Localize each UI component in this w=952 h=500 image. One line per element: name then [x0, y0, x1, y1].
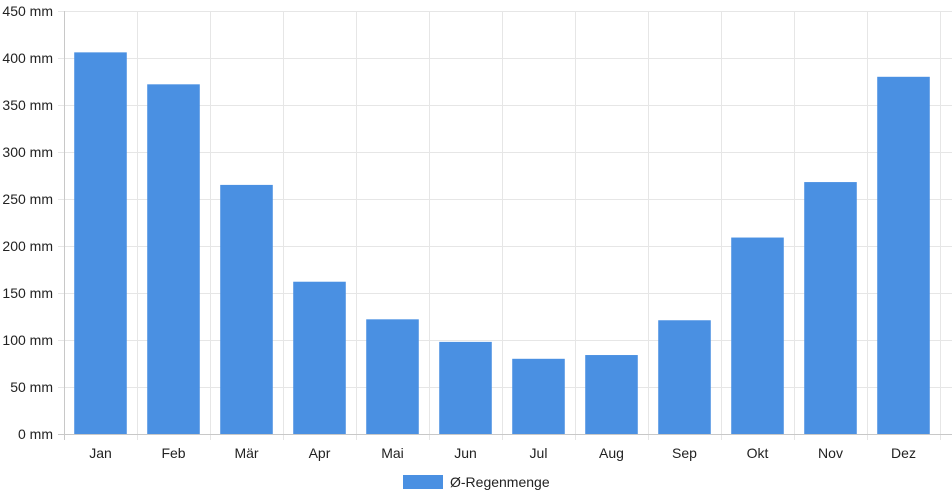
- x-tick-label: Apr: [309, 445, 331, 461]
- y-tick-label: 200 mm: [2, 238, 53, 254]
- x-tick-label: Jul: [530, 445, 548, 461]
- bar-okt[interactable]: [731, 237, 784, 434]
- legend[interactable]: Ø-Regenmenge: [403, 474, 550, 490]
- x-tick-label: Mai: [381, 445, 404, 461]
- x-tick-label: Jan: [89, 445, 112, 461]
- y-tick-label: 0 mm: [18, 426, 53, 442]
- x-tick-label: Mär: [234, 445, 258, 461]
- bar-jan[interactable]: [74, 52, 127, 435]
- bar-aug[interactable]: [585, 355, 638, 434]
- x-tick-label: Sep: [672, 445, 697, 461]
- bar-nov[interactable]: [804, 182, 857, 434]
- y-tick-label: 350 mm: [2, 97, 53, 113]
- grid: [58, 11, 952, 440]
- y-tick-label: 300 mm: [2, 144, 53, 160]
- bar-apr[interactable]: [293, 281, 346, 434]
- y-tick-label: 100 mm: [2, 332, 53, 348]
- y-tick-label: 50 mm: [10, 379, 53, 395]
- legend-label[interactable]: Ø-Regenmenge: [450, 474, 550, 490]
- x-tick-label: Feb: [161, 445, 185, 461]
- y-tick-label: 150 mm: [2, 285, 53, 301]
- bar-feb[interactable]: [147, 84, 200, 434]
- y-tick-label: 400 mm: [2, 50, 53, 66]
- x-axis: Jan Feb Mär Apr Mai Jun Jul Aug Sep Okt Nov Dez: [89, 445, 916, 461]
- y-tick-label: 450 mm: [2, 3, 53, 19]
- x-tick-label: Dez: [891, 445, 916, 461]
- x-tick-label: Okt: [747, 445, 769, 461]
- bar-dez[interactable]: [877, 76, 930, 435]
- bars: [74, 52, 930, 435]
- x-tick-label: Jun: [454, 445, 477, 461]
- bar-jun[interactable]: [439, 341, 492, 434]
- y-tick-label: 250 mm: [2, 191, 53, 207]
- y-axis: 0 mm 50 mm 100 mm 150 mm 200 mm 250 mm 300 mm 3…: [2, 3, 53, 442]
- legend-swatch[interactable]: [403, 475, 443, 489]
- bar-jul[interactable]: [512, 358, 565, 434]
- bar-mär[interactable]: [220, 184, 273, 434]
- bar-mai[interactable]: [366, 319, 419, 434]
- bar-sep[interactable]: [658, 320, 711, 434]
- x-tick-label: Nov: [818, 445, 843, 461]
- x-tick-label: Aug: [599, 445, 624, 461]
